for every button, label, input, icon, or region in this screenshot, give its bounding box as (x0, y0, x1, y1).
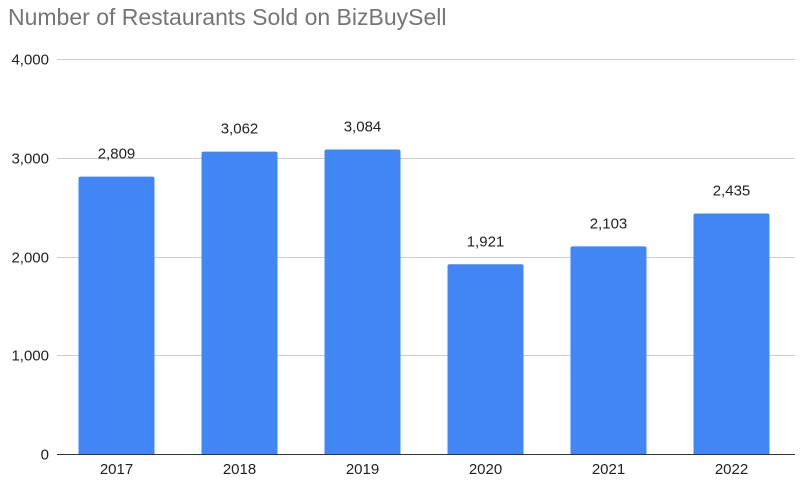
data-label: 2,809 (98, 146, 136, 163)
data-label: 3,062 (221, 121, 259, 138)
x-tick-label: 2019 (346, 461, 379, 478)
data-label: 1,921 (467, 233, 505, 250)
bar-2022 (693, 213, 770, 454)
x-tick-label: 2018 (223, 461, 256, 478)
bar-2017 (78, 176, 155, 454)
x-tick-label: 2017 (100, 461, 133, 478)
bar-2020 (447, 264, 524, 454)
x-tick-label: 2022 (715, 461, 748, 478)
x-tick-label: 2021 (592, 461, 625, 478)
bar-2021 (570, 246, 647, 454)
chart-title: Number of Restaurants Sold on BizBuySell (8, 4, 447, 30)
y-tick-label: 3,000 (11, 151, 49, 168)
data-label: 2,435 (713, 183, 751, 200)
y-tick-label: 1,000 (11, 348, 49, 365)
data-label: 2,103 (590, 215, 628, 232)
y-tick-label: 0 (41, 447, 49, 464)
x-tick-label: 2020 (469, 461, 502, 478)
y-tick-label: 2,000 (11, 250, 49, 267)
bar-2019 (324, 149, 401, 454)
bar-2018 (201, 151, 278, 454)
y-tick-label: 4,000 (11, 52, 49, 69)
data-label: 3,084 (344, 118, 382, 135)
